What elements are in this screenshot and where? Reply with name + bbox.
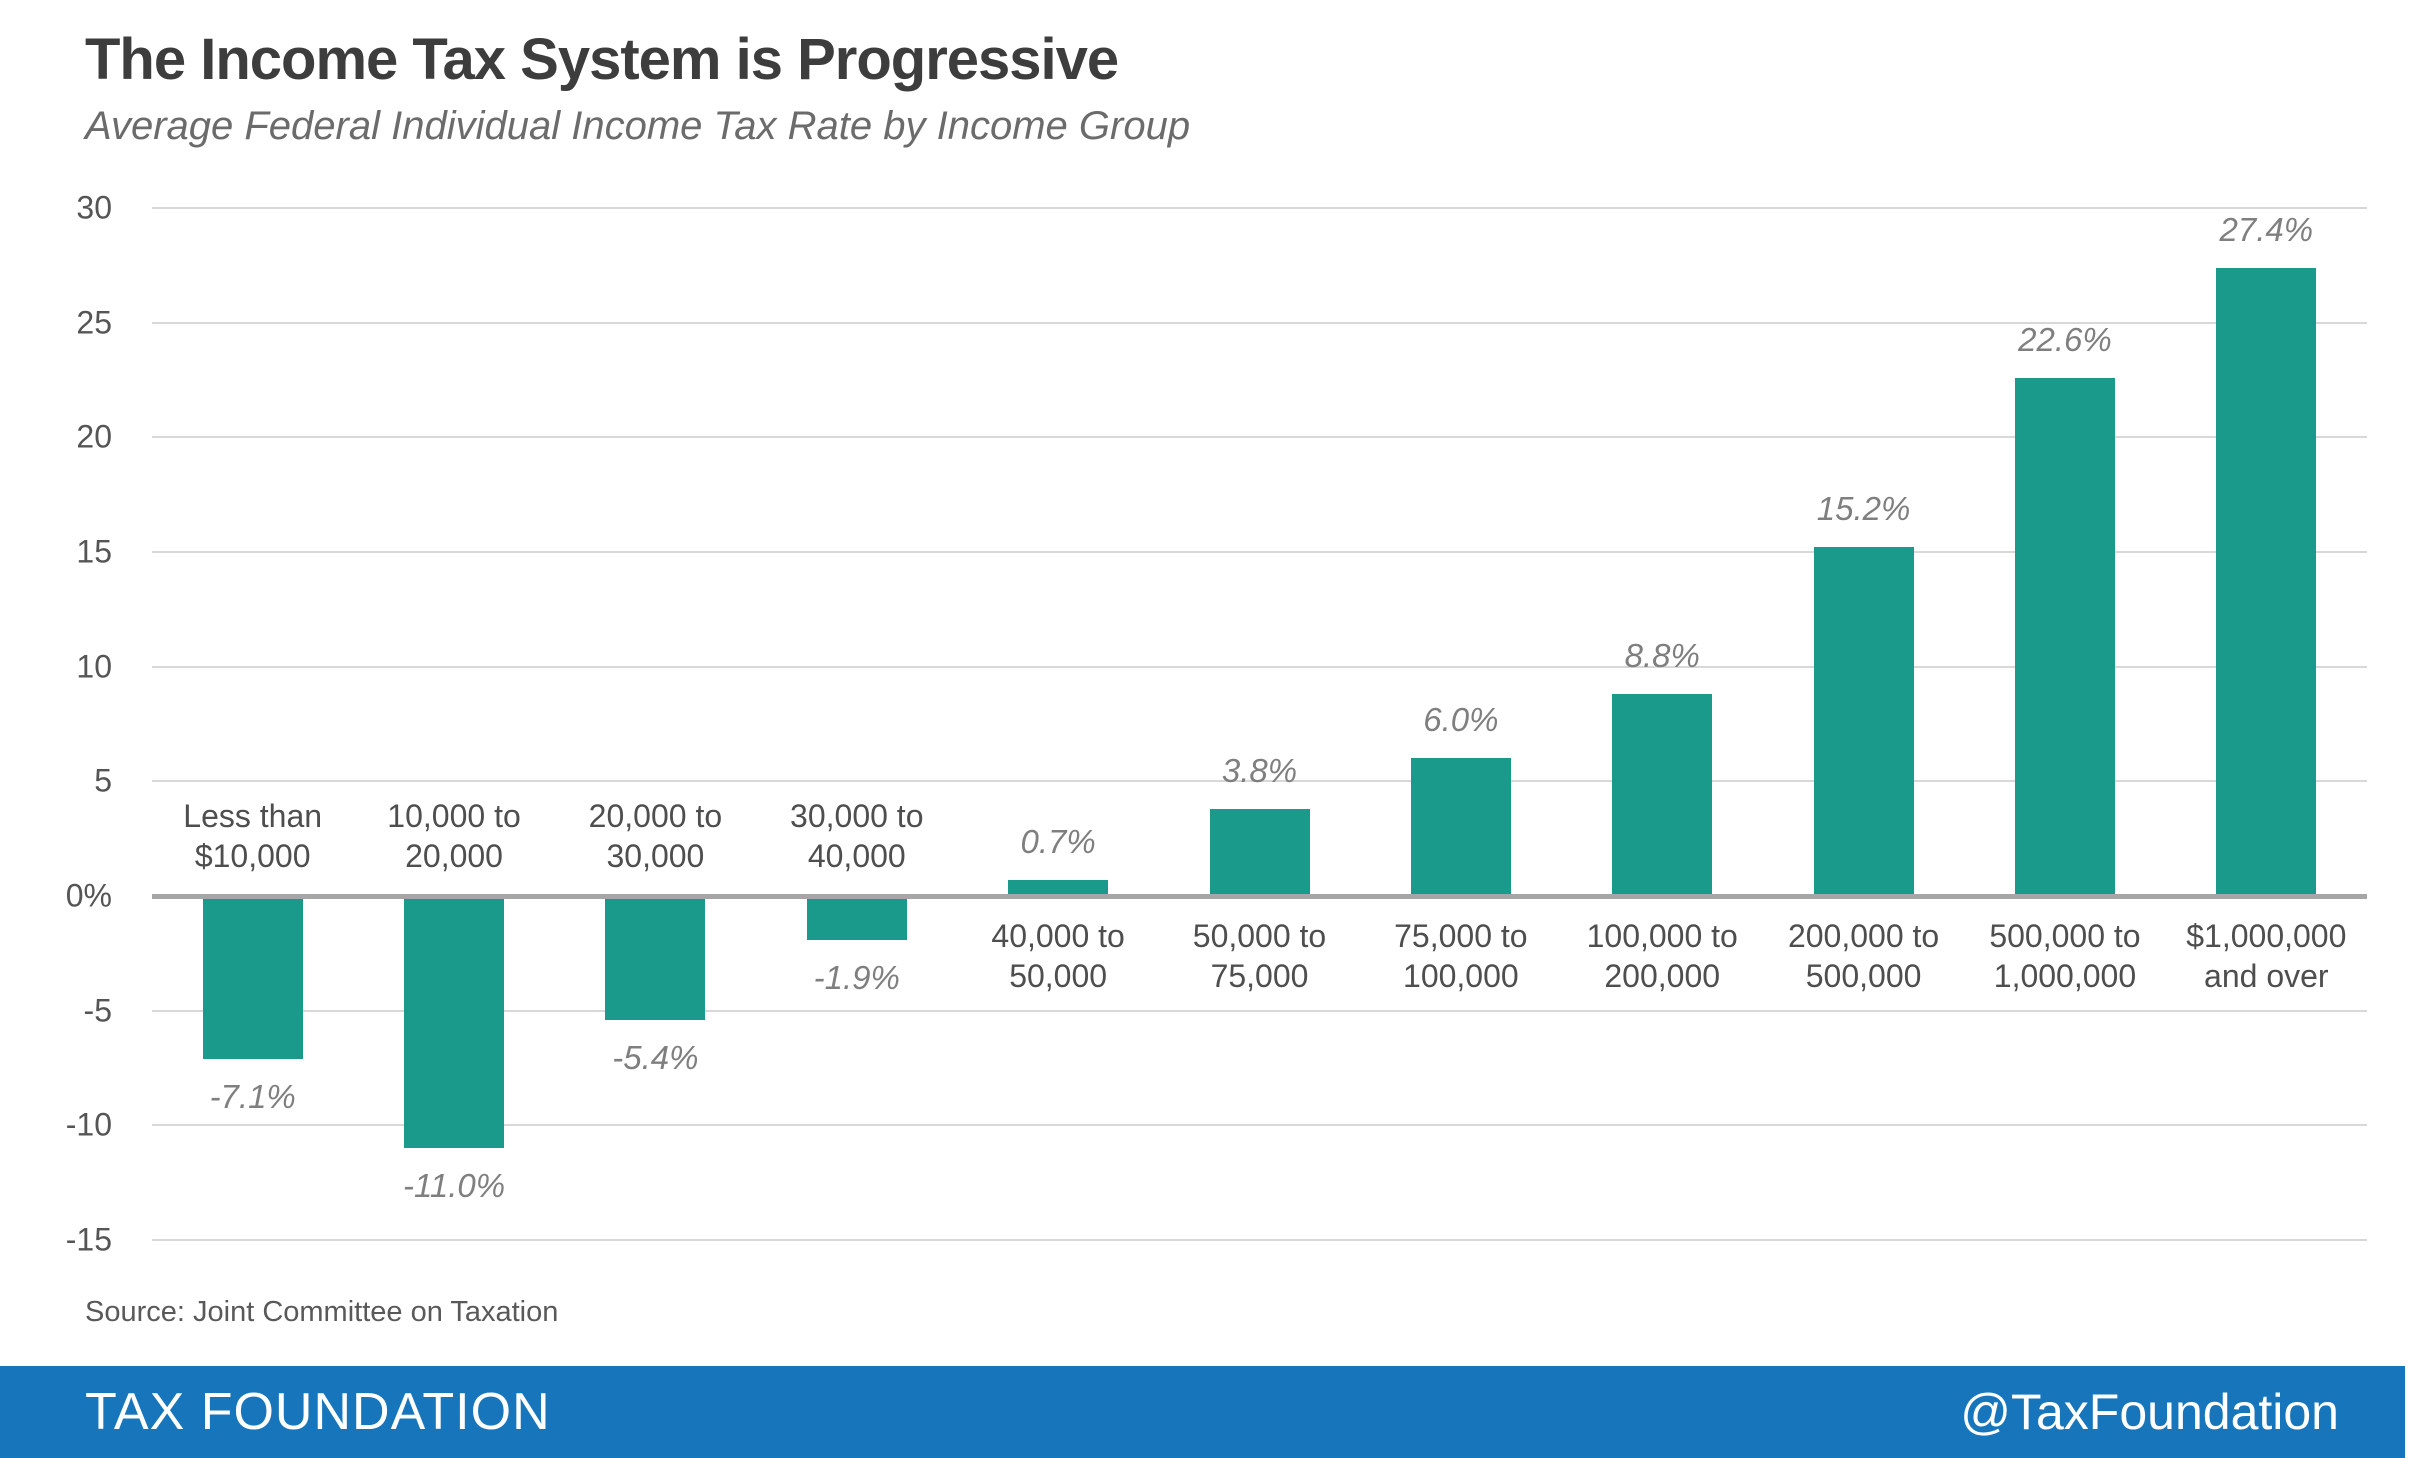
gridline <box>152 321 2367 324</box>
bar-category-label-line: 200,000 to <box>1787 918 1940 954</box>
bar-category-label: 20,000 to 30,000 <box>520 796 790 876</box>
gridline <box>152 780 2367 783</box>
bar-category-label-line: 30,000 <box>606 838 705 874</box>
bar-value-label: 3.8% <box>1221 751 1298 789</box>
gridline <box>152 1239 2367 1241</box>
bar <box>1612 694 1713 896</box>
y-axis-tick-label: 20 <box>76 418 112 455</box>
bar-value-label: -1.9% <box>813 958 900 996</box>
bar <box>202 896 303 1059</box>
gridline <box>152 1009 2367 1012</box>
bar-category-label-line: 500,000 to <box>1989 918 2141 954</box>
bar-category-label-line: 40,000 <box>807 838 906 874</box>
bar-category-label-line: 200,000 <box>1604 958 1721 994</box>
bar-category-label: 500,000 to 1,000,000 <box>1930 916 2200 996</box>
bar-category-label-line: and over <box>2204 958 2329 994</box>
gridline <box>152 1124 2367 1127</box>
bar-value-label: -7.1% <box>209 1077 296 1115</box>
bar <box>404 896 505 1149</box>
y-axis-tick-label: 5 <box>94 762 112 799</box>
y-axis-tick-label: -15 <box>65 1221 112 1258</box>
bar-category-label: 10,000 to 20,000 <box>319 796 589 876</box>
gridline <box>152 207 2367 209</box>
twitter-handle: @TaxFoundation <box>1960 1384 2339 1440</box>
bar-category-label: 75,000 to 100,000 <box>1326 916 1596 996</box>
chart-subtitle: Average Federal Individual Income Tax Ra… <box>85 104 1191 148</box>
bar-category-label-line: 1,000,000 <box>1993 958 2137 994</box>
bar-category-label-line: 100,000 <box>1403 958 1519 994</box>
bar-category-label-line: 75,000 to <box>1394 918 1528 954</box>
zero-axis-line <box>152 893 2367 899</box>
y-axis-tick-label: -5 <box>83 992 112 1029</box>
source-note: Source: Joint Committee on Taxation <box>85 1296 559 1328</box>
gridline <box>152 436 2367 439</box>
bar-value-label: 0.7% <box>1020 822 1096 860</box>
bar-category-label: Less than $10,000 <box>118 796 388 876</box>
bar-value-label: 22.6% <box>2018 320 2112 358</box>
bar-category-label-line: 20,000 to <box>588 798 723 834</box>
bar-category-label-line: 40,000 to <box>991 918 1125 954</box>
bar-category-label-line: 20,000 <box>405 838 503 874</box>
bar-value-label: -5.4% <box>612 1038 699 1076</box>
bar <box>1008 879 1109 896</box>
brand-wordmark: TAX FOUNDATION <box>85 1383 551 1441</box>
bar-category-label: 100,000 to 200,000 <box>1527 916 1797 996</box>
bar <box>806 896 907 940</box>
y-axis-tick-label: 30 <box>76 189 112 226</box>
bar-category-label-line: 500,000 <box>1805 958 1922 994</box>
bar <box>2216 267 2317 896</box>
page-title: The Income Tax System is Progressive <box>85 27 1119 92</box>
bar-category-label: 30,000 to 40,000 <box>722 796 992 876</box>
y-axis-tick-label: 25 <box>76 304 112 341</box>
bar-value-label: 27.4% <box>2219 210 2314 248</box>
bar-category-label-line: 50,000 <box>1009 958 1108 994</box>
bar-category-label-line: 50,000 to <box>1192 918 1327 954</box>
bar <box>2014 377 2115 896</box>
bar-category-label: 50,000 to 75,000 <box>1125 916 1395 996</box>
y-axis-tick-label: 15 <box>76 533 112 570</box>
bar-category-label-line: $1,000,000 <box>2186 918 2347 954</box>
bar-value-label: 15.2% <box>1816 490 1911 528</box>
gridline <box>152 665 2367 668</box>
bar-category-label-line: 75,000 <box>1210 958 1309 994</box>
y-axis-tick-label: 0% <box>65 877 112 914</box>
bar-value-label: 8.8% <box>1624 637 1700 675</box>
bar-category-label-line: 30,000 to <box>790 798 924 834</box>
bar-category-label-line: 10,000 to <box>387 798 521 834</box>
footer-bar: TAX FOUNDATION @TaxFoundation <box>0 1366 2405 1458</box>
gridline <box>152 551 2367 553</box>
bar-value-label: -11.0% <box>402 1167 506 1205</box>
bar <box>1813 547 1914 896</box>
bar-category-label: $1,000,000 and over <box>2131 916 2401 996</box>
bar-value-label: 6.0% <box>1423 701 1499 739</box>
plot-area: -7.1% Less than $10,000 -11.0% 10,000 to 20,0… <box>152 207 2367 1241</box>
bar-category-label-line: Less than <box>183 798 323 834</box>
bar-category-label: 200,000 to 500,000 <box>1729 916 1999 996</box>
bar-category-label-line: 100,000 to <box>1586 918 1738 954</box>
y-axis-tick-label: 10 <box>76 648 112 685</box>
bar-category-label-line: $10,000 <box>194 838 311 874</box>
y-axis-tick-label: -10 <box>65 1106 112 1143</box>
bar <box>1209 808 1310 896</box>
bar-category-label: 40,000 to 50,000 <box>923 916 1193 996</box>
bar <box>605 896 706 1020</box>
bar <box>1410 758 1511 896</box>
